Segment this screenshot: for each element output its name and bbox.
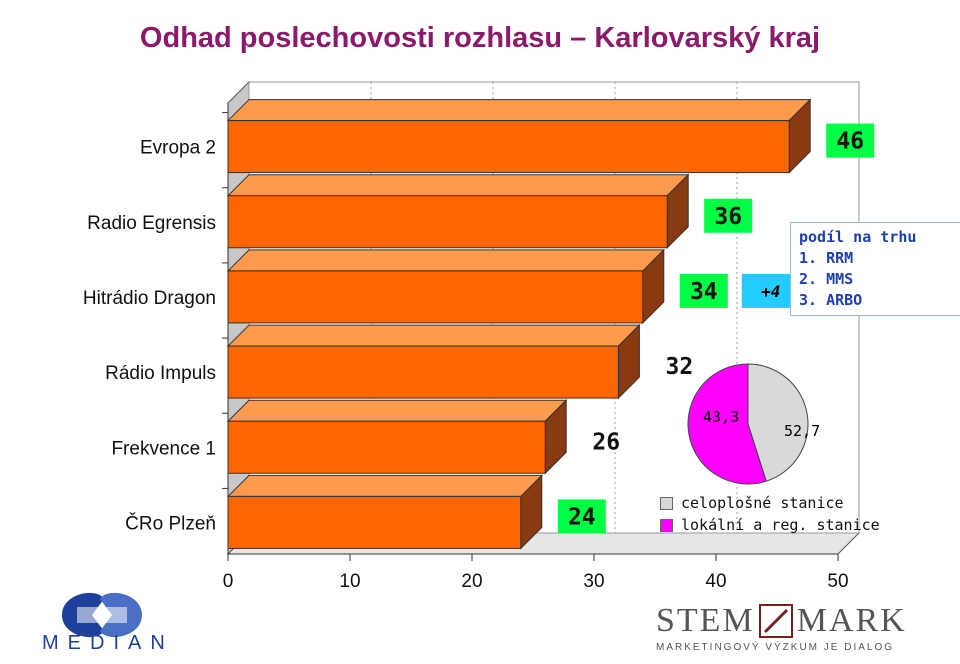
legend-label-celoplosne: celoplošné stanice	[681, 494, 844, 512]
stemmark-logo-stem: STEM	[656, 602, 755, 639]
legend-label-lokalni: lokální a reg. stanice	[681, 516, 880, 534]
x-tick-label: 50	[827, 571, 848, 592]
pie-legend: celoplošné stanice lokální a reg. stanic…	[660, 492, 880, 536]
market-share-line-3: 3. ARBO	[799, 291, 863, 309]
legend-item-lokalni: lokální a reg. stanice	[660, 514, 880, 536]
category-label: Radio Egrensis	[87, 213, 216, 234]
value-label: 46	[836, 129, 864, 155]
bar-top	[226, 324, 641, 347]
x-tick-labels: 0 10 20 30 40 50	[223, 571, 849, 592]
bar-top	[226, 99, 812, 122]
value-label: 24	[568, 504, 596, 530]
pie-slice	[687, 363, 767, 485]
bar-top	[226, 249, 666, 272]
category-label: Rádio Impuls	[105, 363, 216, 384]
x-tick-label: 30	[583, 571, 604, 592]
stemmark-logo-main: STEM MARK	[656, 602, 906, 640]
value-label: 36	[714, 204, 742, 230]
chart-title: Odhad poslechovosti rozhlasu – Karlovars…	[139, 22, 821, 54]
value-label-bg	[679, 273, 728, 308]
bar-top	[226, 474, 544, 497]
legend-swatch-lokalni	[660, 518, 673, 532]
pie-chart: 52,7 43,3	[687, 363, 820, 485]
category-label: Hitrádio Dragon	[83, 288, 216, 309]
market-share-heading: podíl na trhu	[799, 228, 917, 246]
bar	[227, 345, 619, 399]
x-tick-label: 40	[705, 571, 726, 592]
value-label: 26	[592, 429, 620, 455]
chart-bars	[226, 98, 812, 550]
bar	[227, 420, 546, 474]
pie-slice	[747, 363, 809, 482]
value-label: 32	[666, 354, 694, 380]
legend-item-celoplosne: celoplošné stanice	[660, 492, 880, 514]
bar-top	[226, 399, 568, 422]
pie-label: 52,7	[784, 422, 820, 440]
stemmark-logo-sub: MARKETINGOVÝ VÝZKUM JE DIALOG	[656, 642, 895, 653]
value-label-bg	[826, 123, 875, 158]
extra-label: +4	[761, 282, 780, 301]
value-label-bg	[557, 499, 606, 534]
median-logo-icon	[62, 592, 142, 638]
stemmark-logo-mark: MARK	[796, 602, 907, 639]
bar	[227, 120, 790, 174]
bar	[227, 195, 668, 249]
bar	[227, 495, 522, 549]
value-label-bg	[704, 198, 753, 233]
market-share-line-1: 1. RRM	[799, 249, 854, 267]
category-label: ČRo Plzeň	[125, 512, 216, 534]
market-share-box: podíl na trhu 1. RRM 2. MMS 3. ARBO	[790, 222, 960, 316]
bar-top	[226, 174, 690, 197]
category-label: Evropa 2	[140, 138, 216, 159]
category-label: Frekvence 1	[111, 438, 216, 459]
pie-label: 43,3	[703, 408, 739, 426]
stemmark-logo: STEM MARK MARKETINGOVÝ VÝZKUM JE DIALOG	[656, 602, 906, 653]
bar	[227, 270, 644, 324]
stemmark-mark-icon	[758, 604, 793, 638]
value-label: 34	[690, 279, 718, 305]
x-tick-label: 20	[461, 571, 482, 592]
category-labels: Evropa 2 Radio Egrensis Hitrádio Dragon Rád…	[83, 138, 216, 535]
median-logo-text: MEDIAN	[42, 632, 174, 654]
market-share-line-2: 2. MMS	[799, 270, 854, 288]
x-tick-label: 0	[223, 571, 234, 592]
x-tick-label: 10	[339, 571, 360, 592]
legend-swatch-celoplosne	[660, 496, 673, 510]
